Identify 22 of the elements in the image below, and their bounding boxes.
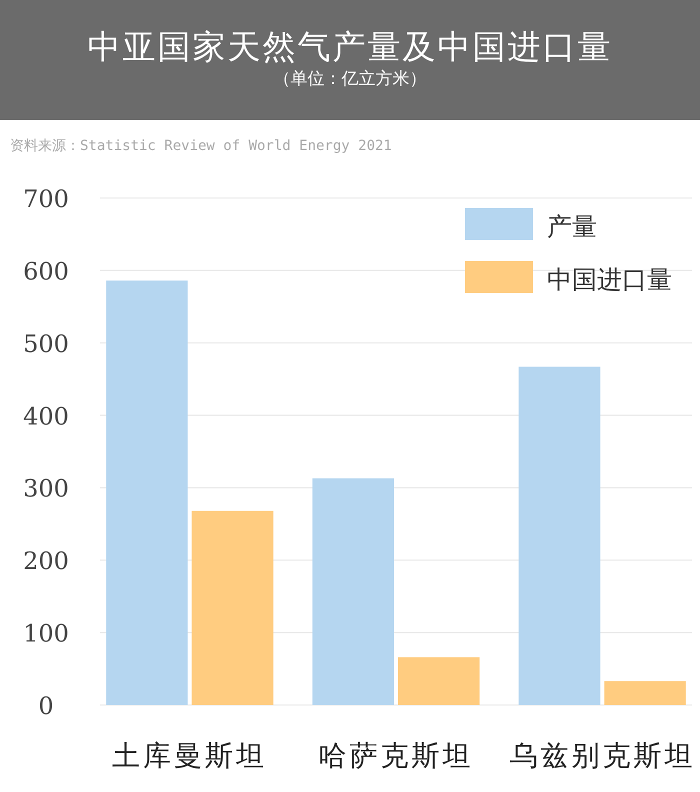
- bar: [604, 681, 686, 705]
- y-tick-label: 700: [23, 185, 69, 213]
- legend-label: 产量: [547, 212, 597, 241]
- y-tick-label: 600: [23, 257, 69, 286]
- bar: [192, 510, 274, 705]
- bar: [518, 366, 600, 705]
- bar: [398, 657, 480, 705]
- y-tick-label: 500: [23, 330, 69, 358]
- x-tick-label: 乌兹别克斯坦: [509, 739, 696, 772]
- legend-label: 中国进口量: [547, 265, 672, 294]
- bar: [312, 478, 394, 705]
- x-tick-label: 哈萨克斯坦: [318, 739, 474, 772]
- y-tick-label: 0: [38, 692, 54, 720]
- text: 资料来源：Statistic Review of World Energy 2021: [10, 138, 392, 154]
- bar: [106, 280, 188, 705]
- chart-title: 中亚国家天然气产量及中国进口量: [88, 27, 612, 66]
- y-tick-label: 400: [23, 402, 69, 430]
- y-tick-label: 200: [23, 547, 69, 576]
- chart-subtitle: （单位：亿立方米）: [274, 69, 426, 89]
- y-tick-label: 300: [23, 474, 69, 503]
- y-tick-label: 100: [23, 620, 69, 648]
- x-tick-label: 土库曼斯坦: [112, 739, 268, 772]
